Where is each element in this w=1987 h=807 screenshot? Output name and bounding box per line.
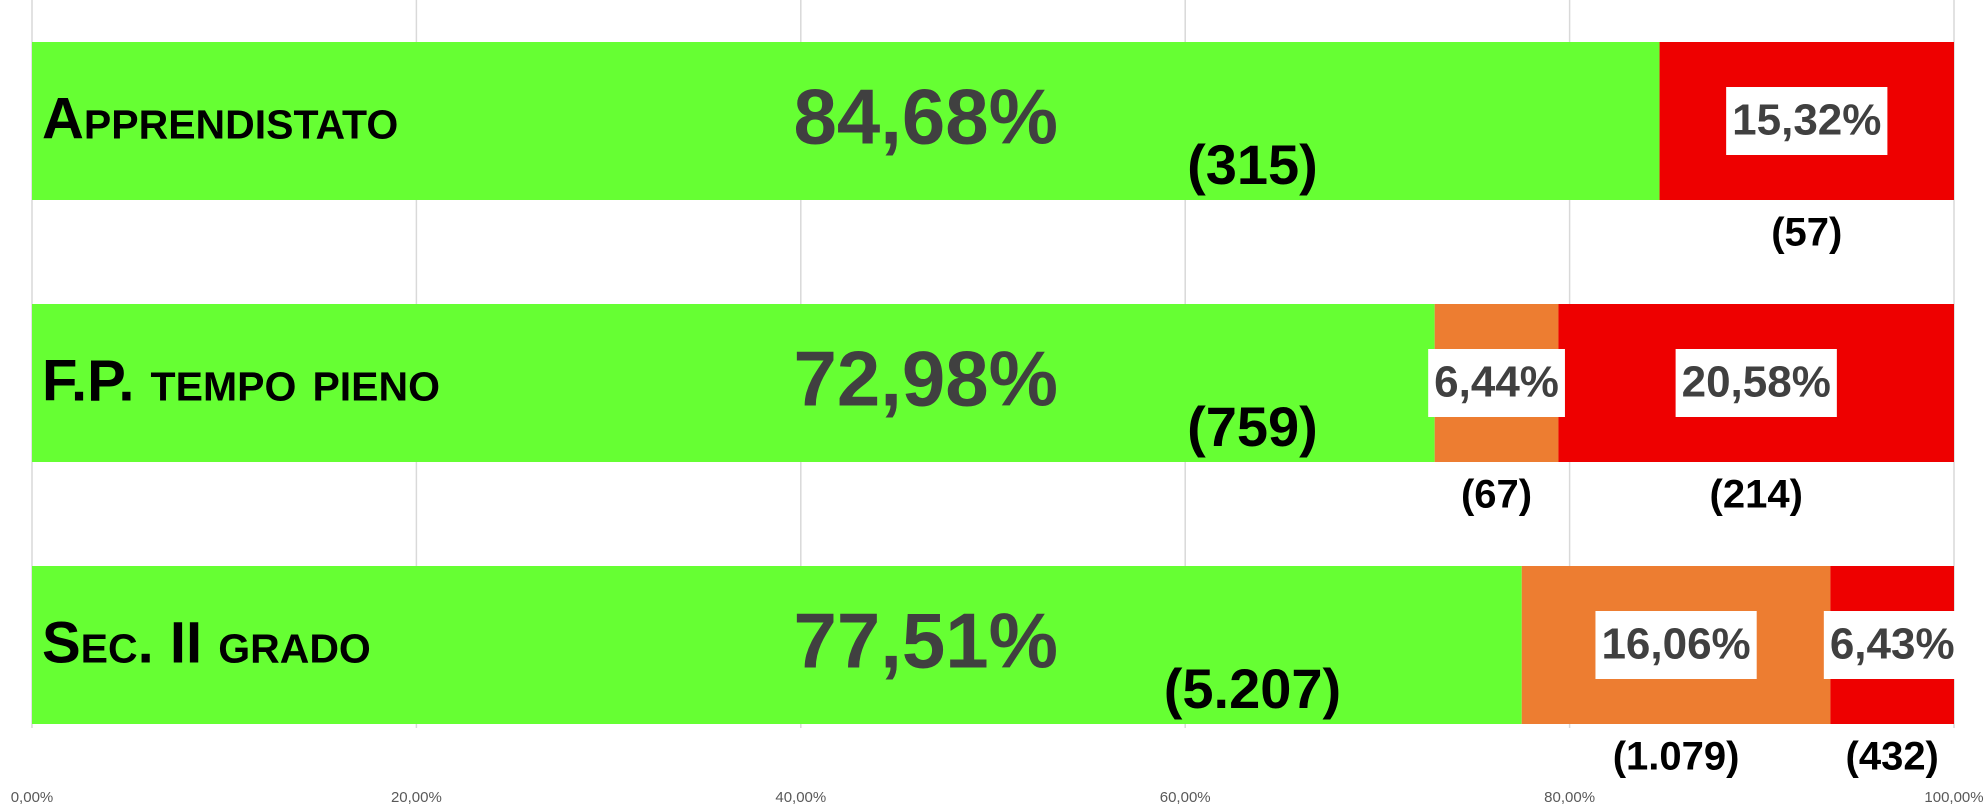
value-label-box xyxy=(1428,349,1565,417)
value-label: 6,44% xyxy=(1434,358,1559,407)
x-tick-label: 40,00% xyxy=(775,789,826,806)
value-label-box xyxy=(1595,611,1757,679)
value-label-box xyxy=(1726,87,1888,155)
x-tick-label: 0,00% xyxy=(11,789,54,806)
value-label-box xyxy=(1823,611,1961,679)
count-label: (214) xyxy=(1710,473,1803,517)
category-label: Sec. II grado xyxy=(42,610,371,675)
value-label: 77,51% xyxy=(793,597,1058,685)
value-label: 84,68% xyxy=(793,73,1058,161)
count-label: (5.207) xyxy=(1164,657,1341,720)
category-label: Apprendistato xyxy=(42,86,398,151)
value-label: 72,98% xyxy=(793,335,1058,423)
count-label: (67) xyxy=(1461,473,1532,517)
x-tick-label: 100,00% xyxy=(1924,789,1983,806)
category-label: F.P. tempo pieno xyxy=(42,348,440,413)
count-label: (1.079) xyxy=(1613,735,1740,779)
value-label: 6,43% xyxy=(1830,620,1955,669)
count-label: (315) xyxy=(1187,133,1318,196)
bar-segment xyxy=(32,304,1435,462)
x-tick-label: 60,00% xyxy=(1160,789,1211,806)
value-label: 20,58% xyxy=(1682,358,1831,407)
bar-segment xyxy=(32,566,1522,724)
count-label: (759) xyxy=(1187,395,1318,458)
count-label: (57) xyxy=(1771,211,1842,255)
x-tick-label: 80,00% xyxy=(1544,789,1595,806)
value-label: 15,32% xyxy=(1732,96,1881,145)
count-label: (432) xyxy=(1846,735,1939,779)
bar-segment xyxy=(32,42,1660,200)
value-label-box xyxy=(1675,349,1837,417)
x-tick-label: 20,00% xyxy=(391,789,442,806)
value-label: 16,06% xyxy=(1601,620,1750,669)
